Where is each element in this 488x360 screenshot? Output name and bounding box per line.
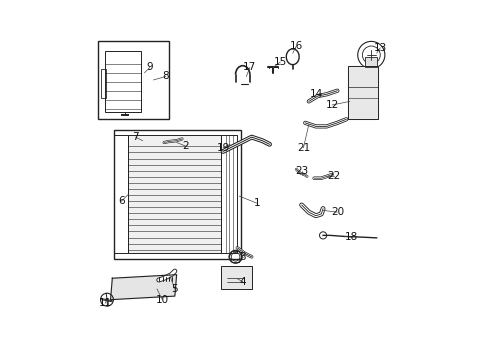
Bar	[101, 69, 106, 98]
Text: 23: 23	[294, 166, 307, 176]
Text: 6: 6	[118, 197, 124, 206]
Text: 9: 9	[146, 63, 153, 72]
Polygon shape	[110, 275, 176, 300]
Bar	[128, 135, 221, 253]
Text: 13: 13	[373, 43, 386, 53]
Text: 3: 3	[239, 252, 245, 262]
Bar	[105, 51, 141, 112]
Text: 11: 11	[99, 298, 112, 308]
Text: 21: 21	[296, 143, 309, 153]
Text: 22: 22	[326, 171, 340, 181]
Text: 14: 14	[309, 89, 322, 99]
Text: 10: 10	[156, 295, 168, 305]
Text: 17: 17	[243, 63, 256, 72]
Text: 1: 1	[253, 198, 260, 208]
Text: 18: 18	[345, 232, 358, 242]
Text: 2: 2	[182, 141, 188, 151]
Bar	[365, 58, 377, 67]
Polygon shape	[347, 66, 378, 119]
Text: 16: 16	[289, 41, 302, 51]
Text: 7: 7	[132, 132, 139, 142]
Text: 20: 20	[330, 207, 343, 217]
Bar	[114, 135, 128, 253]
Text: 5: 5	[171, 284, 178, 294]
Bar	[98, 41, 169, 119]
Bar	[221, 135, 237, 253]
Text: 15: 15	[273, 57, 286, 67]
Bar	[114, 130, 241, 258]
Text: 4: 4	[239, 277, 245, 287]
Text: 8: 8	[163, 71, 169, 81]
Text: 12: 12	[325, 100, 338, 110]
Bar	[221, 266, 251, 289]
Text: 19: 19	[216, 143, 229, 153]
